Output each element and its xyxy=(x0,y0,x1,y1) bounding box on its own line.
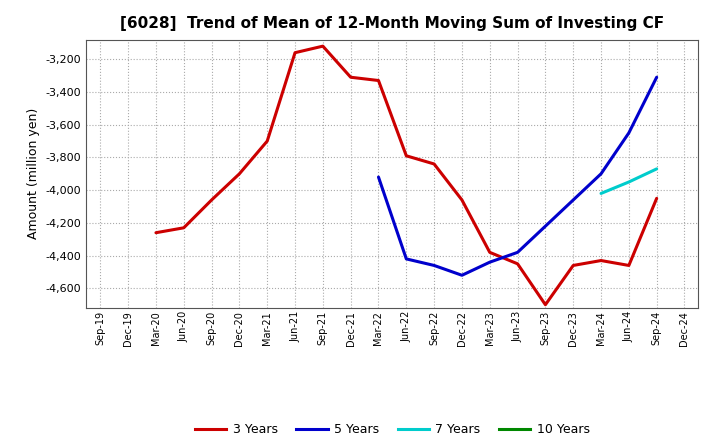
Line: 5 Years: 5 Years xyxy=(379,77,657,275)
7 Years xyxy=(597,191,606,196)
3 Years xyxy=(318,44,327,49)
3 Years xyxy=(346,75,355,80)
3 Years xyxy=(179,225,188,231)
5 Years xyxy=(513,250,522,255)
3 Years xyxy=(513,261,522,267)
3 Years xyxy=(458,198,467,203)
3 Years xyxy=(152,230,161,235)
5 Years xyxy=(458,273,467,278)
Y-axis label: Amount (million yen): Amount (million yen) xyxy=(27,108,40,239)
5 Years xyxy=(374,174,383,180)
3 Years xyxy=(597,258,606,263)
Line: 3 Years: 3 Years xyxy=(156,46,657,305)
Title: [6028]  Trend of Mean of 12-Month Moving Sum of Investing CF: [6028] Trend of Mean of 12-Month Moving … xyxy=(120,16,665,32)
3 Years xyxy=(569,263,577,268)
3 Years xyxy=(402,153,410,158)
Legend: 3 Years, 5 Years, 7 Years, 10 Years: 3 Years, 5 Years, 7 Years, 10 Years xyxy=(190,418,595,440)
3 Years xyxy=(624,263,633,268)
7 Years xyxy=(624,180,633,185)
5 Years xyxy=(485,260,494,265)
3 Years xyxy=(374,78,383,83)
3 Years xyxy=(291,50,300,55)
5 Years xyxy=(652,75,661,80)
5 Years xyxy=(624,130,633,136)
Line: 7 Years: 7 Years xyxy=(601,169,657,194)
3 Years xyxy=(652,196,661,201)
5 Years xyxy=(430,263,438,268)
3 Years xyxy=(263,139,271,144)
3 Years xyxy=(207,198,216,203)
3 Years xyxy=(541,302,550,308)
5 Years xyxy=(597,171,606,176)
3 Years xyxy=(430,161,438,167)
5 Years xyxy=(402,256,410,261)
3 Years xyxy=(485,250,494,255)
3 Years xyxy=(235,171,243,176)
7 Years xyxy=(652,166,661,172)
